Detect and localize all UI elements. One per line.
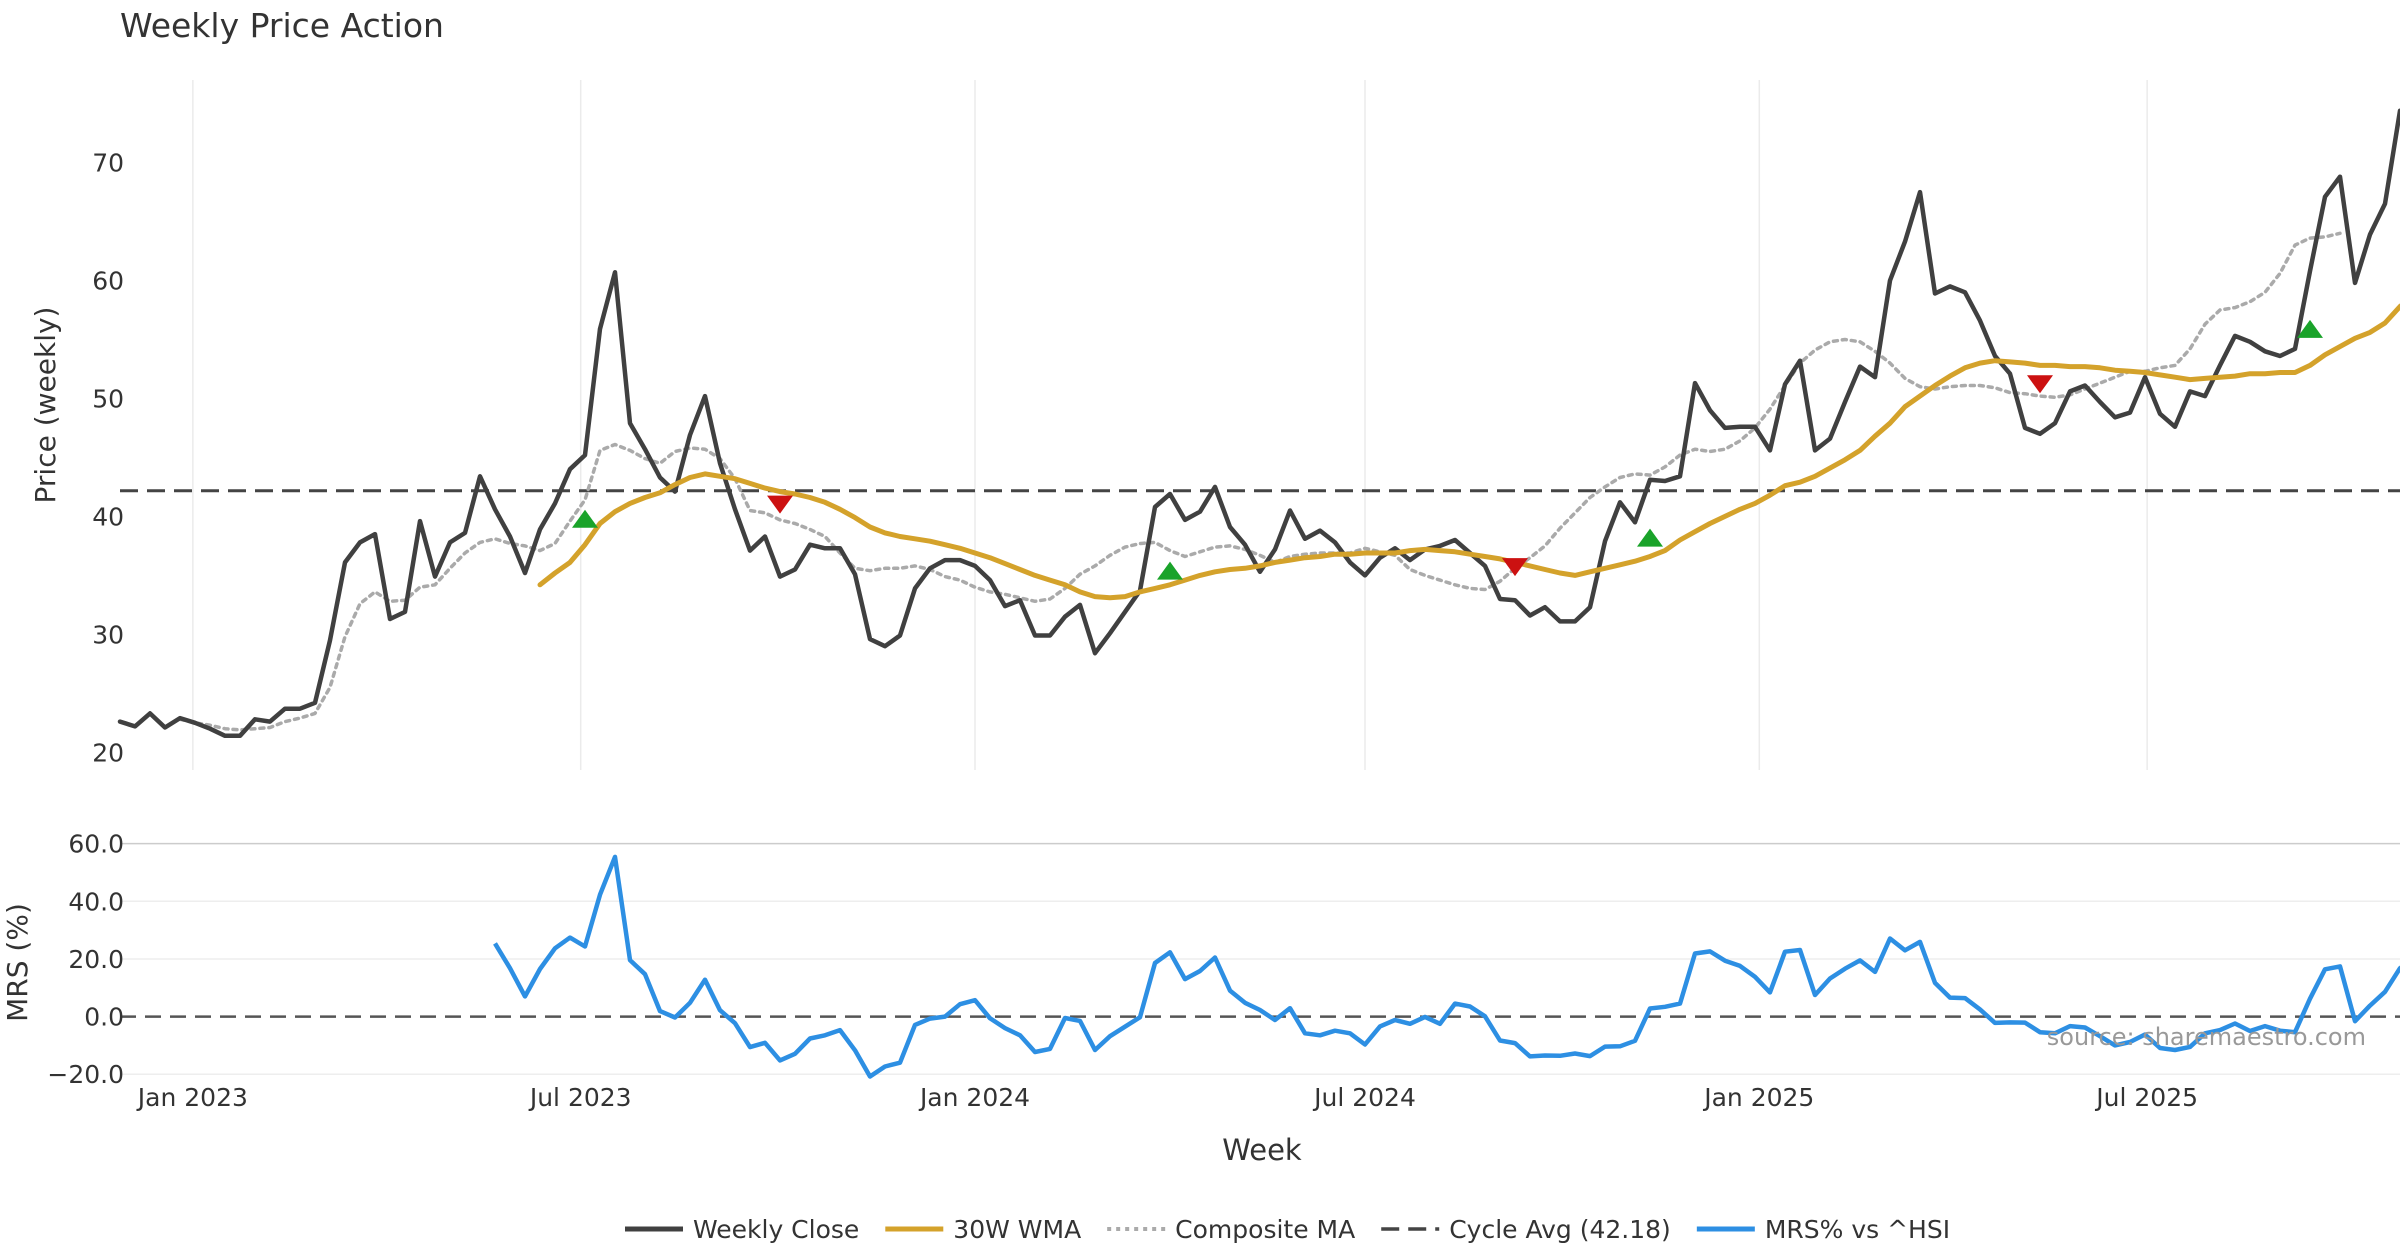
series-composite-ma — [178, 231, 2342, 732]
price-y-tick-label: 40 — [92, 502, 124, 531]
mrs-panel: 60.0 40.0 20.0 0.0 −20.0 MRS (%) source: sha… — [1, 830, 2400, 1090]
price-y-ticks: 20 30 40 50 60 70 — [92, 149, 124, 768]
legend-label: Weekly Close — [693, 1215, 859, 1244]
price-y-tick-label: 30 — [92, 620, 124, 649]
mrs-y-ticks: 60.0 40.0 20.0 0.0 −20.0 — [47, 830, 124, 1090]
legend-label: MRS% vs ^HSI — [1765, 1215, 1950, 1244]
x-axis-ticks: Jan 2023 Jul 2023 Jan 2024 Jul 2024 Jan 2025… — [136, 1083, 2198, 1112]
x-tick-label: Jan 2024 — [918, 1083, 1030, 1112]
price-panel: 20 30 40 50 60 70 Price (weekly) — [29, 80, 2400, 770]
sell-signal-marker — [767, 495, 793, 514]
series-mrs-vs-hsi — [493, 854, 2400, 1079]
price-y-tick-label: 20 — [92, 738, 124, 767]
price-y-tick-label: 50 — [92, 384, 124, 413]
series-30w-wma — [537, 303, 2400, 601]
price-y-axis-label: Price (weekly) — [29, 307, 62, 504]
mrs-y-tick-label: −20.0 — [47, 1060, 124, 1089]
series-weekly-close — [117, 108, 2400, 739]
mrs-y-tick-label: 20.0 — [68, 945, 124, 974]
mrs-y-tick-label: 0.0 — [84, 1003, 124, 1032]
buy-signal-marker — [1637, 528, 1663, 547]
x-tick-label: Jul 2023 — [528, 1083, 632, 1112]
mrs-series — [493, 854, 2400, 1079]
source-annotation: source: sharemaestro.com — [2047, 1023, 2366, 1051]
mrs-y-tick-label: 60.0 — [68, 830, 124, 859]
legend-label: Cycle Avg (42.18) — [1449, 1215, 1671, 1244]
legend-label: Composite MA — [1175, 1215, 1355, 1244]
x-tick-label: Jan 2023 — [136, 1083, 248, 1112]
x-axis-label: Week — [1222, 1133, 1302, 1167]
price-y-tick-label: 60 — [92, 267, 124, 296]
buy-signal-marker — [572, 509, 598, 528]
price-x-gridlines — [192, 80, 2148, 770]
chart-title: Weekly Price Action — [120, 6, 444, 45]
mrs-y-tick-label: 40.0 — [68, 887, 124, 916]
legend-label: 30W WMA — [953, 1215, 1081, 1244]
x-tick-label: Jul 2024 — [1312, 1083, 1416, 1112]
mrs-gridlines — [120, 842, 2400, 1075]
mrs-y-axis-label: MRS (%) — [1, 903, 34, 1022]
price-y-tick-label: 70 — [92, 149, 124, 178]
buy-signal-marker — [1157, 561, 1183, 580]
legend: Weekly Close 30W WMA Composite MA Cycle Avg… — [625, 1215, 1950, 1244]
buy-signal-marker — [2297, 319, 2323, 338]
sell-signal-marker — [1502, 558, 1528, 577]
x-tick-label: Jul 2025 — [2094, 1083, 2198, 1112]
sell-signal-marker — [2027, 375, 2053, 394]
price-series — [117, 108, 2400, 739]
x-tick-label: Jan 2025 — [1702, 1083, 1814, 1112]
signal-markers — [572, 319, 2323, 580]
